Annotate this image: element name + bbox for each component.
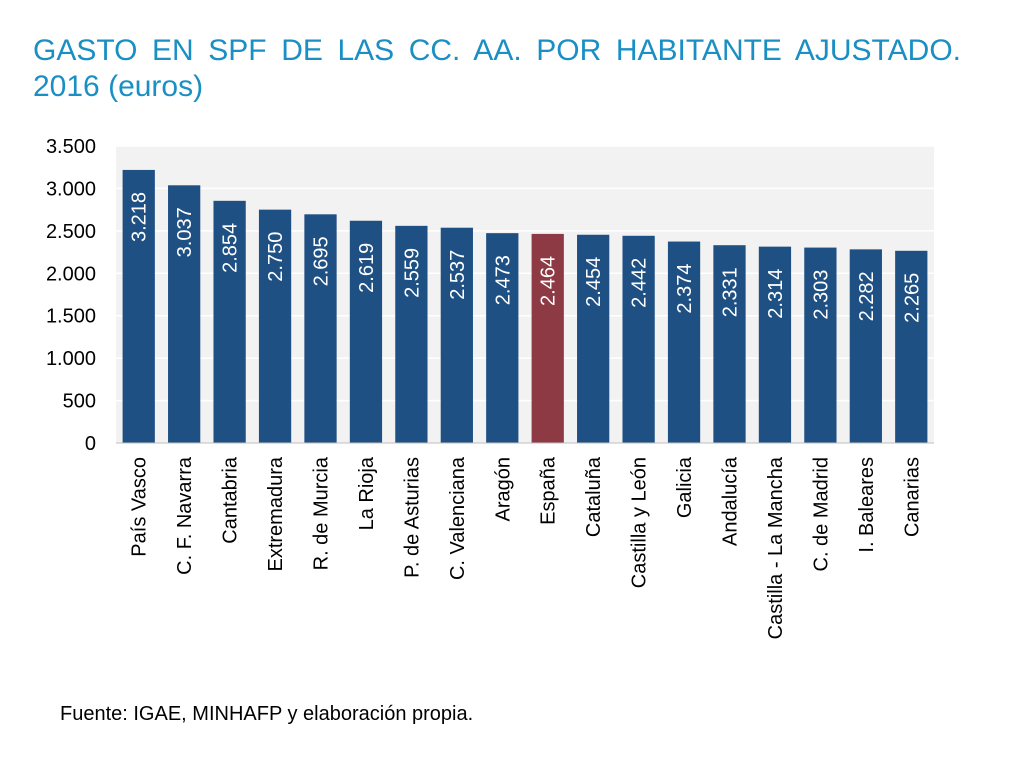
x-tick-label: Cataluña [583,456,605,537]
x-tick-label: Extremadura [265,456,287,571]
data-label: 2.619 [356,243,378,293]
x-tick-label: Canarias [901,457,923,537]
data-label: 2.282 [856,271,878,321]
x-tick-label: P. de Asturias [401,457,423,578]
x-tick-label: País Vasco [129,457,151,557]
data-label: 2.854 [220,223,242,273]
x-axis-ticks: País Vasco C. F. Navarra Cantabria Extremad… [116,442,934,639]
bar [713,245,746,443]
bar [213,200,246,443]
x-tick-label: La Rioja [356,456,378,530]
value-labels: 3.218 3.037 2.854 2.750 2.695 2.619 2.559 2.537… [129,192,924,323]
bar [758,246,792,443]
page-title: GASTO EN SPF DE LAS CC. AA. POR HABITANT… [33,34,961,103]
data-label: 2.695 [311,236,333,286]
y-tick-label: 2.500 [46,221,96,243]
bar [577,234,610,443]
bar [531,233,564,443]
data-label: 2.374 [674,264,696,314]
y-tick-label: 3.500 [46,136,96,158]
gridlines [116,145,934,402]
x-tick-label: Galicia [674,456,696,518]
data-label: 2.559 [401,248,423,298]
bar [440,227,473,443]
x-tick-label: Aragón [492,457,514,522]
x-tick-label: C. F. Navarra [174,456,196,575]
x-tick-label: Castilla y León [629,457,651,588]
x-tick-label: C. de Madrid [810,457,832,572]
x-tick-label: I. Baleares [856,457,878,553]
bar [122,169,155,443]
bar [667,241,701,443]
x-tick-label: C. Valenciana [447,456,469,580]
y-tick-label: 3.000 [46,178,96,200]
data-label: 3.037 [174,207,196,257]
data-label: 2.265 [901,273,923,323]
data-label: 2.314 [765,269,787,319]
bar [804,247,837,443]
data-label: 3.218 [129,192,151,242]
x-tick-label: Andalucía [720,456,742,546]
x-tick-label: Cantabria [220,456,242,544]
x-tick-label: Castilla - La Mancha [765,456,787,639]
data-label: 2.331 [720,267,742,317]
plot-area [116,146,934,443]
bars [122,169,928,443]
bar-chart: 0 500 1.000 1.500 2.000 2.500 3.000 3.500 3.218… [46,136,934,639]
y-tick-label: 2.000 [46,263,96,285]
bar [895,250,928,443]
bar [349,220,383,443]
data-label: 2.454 [583,257,605,307]
bar [168,185,201,443]
data-label: 2.750 [265,232,287,282]
y-axis-ticks: 0 500 1.000 1.500 2.000 2.500 3.000 3.500 [46,136,96,455]
y-tick-label: 0 [85,433,96,455]
data-label: 2.442 [629,258,651,308]
bar [304,214,337,443]
bar [486,233,519,443]
bar [622,235,655,443]
x-tick-label: España [538,456,560,525]
source-note: Fuente: IGAE, MINHAFP y elaboración prop… [60,703,474,725]
y-tick-label: 1.500 [46,306,96,328]
data-label: 2.303 [810,270,832,320]
y-tick-label: 1.000 [46,348,96,370]
bar [258,209,292,443]
bar [395,225,428,443]
y-tick-label: 500 [63,391,96,413]
x-tick-label: R. de Murcia [311,456,333,570]
data-label: 2.473 [492,255,514,305]
data-label: 2.537 [447,250,469,300]
bar [849,249,882,443]
data-label: 2.464 [538,256,560,306]
